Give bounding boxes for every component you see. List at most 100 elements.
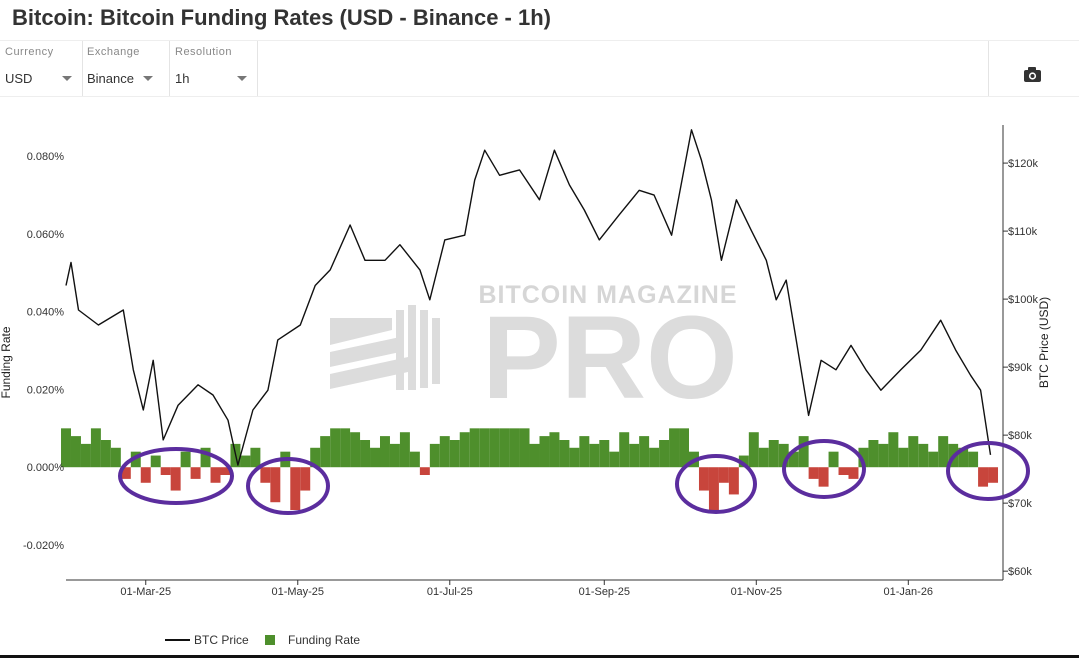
- funding-bar: [589, 443, 600, 468]
- highlight-circle: [675, 454, 757, 514]
- funding-bar: [389, 443, 400, 468]
- funding-bar: [609, 451, 620, 468]
- funding-bar: [270, 467, 281, 503]
- funding-bar: [539, 436, 550, 468]
- funding-bar: [848, 467, 859, 479]
- funding-bar: [509, 428, 520, 468]
- control-value: 1h: [175, 71, 190, 86]
- funding-bar: [240, 455, 251, 468]
- resolution-select[interactable]: Resolution 1h: [170, 41, 258, 96]
- funding-bar: [409, 451, 420, 468]
- control-label: Currency: [5, 46, 54, 58]
- funding-bar: [90, 428, 101, 468]
- funding-bar: [988, 467, 999, 483]
- y2-tick-label: $120k: [1008, 158, 1038, 170]
- y2-tick-label: $100k: [1008, 294, 1038, 306]
- funding-bar: [908, 436, 919, 468]
- funding-bar: [758, 447, 769, 468]
- funding-bar: [838, 467, 849, 475]
- x-tick-label: 01-Nov-25: [731, 586, 782, 598]
- y2-tick-label: $70k: [1008, 498, 1032, 510]
- funding-bar: [469, 428, 480, 468]
- y-tick-label: 0.080%: [27, 151, 65, 163]
- funding-bar: [429, 443, 440, 468]
- funding-bar: [669, 428, 680, 468]
- funding-bar: [968, 451, 979, 468]
- funding-bar: [250, 447, 261, 468]
- funding-bar: [828, 451, 839, 468]
- control-value: Binance: [87, 71, 134, 86]
- highlight-circle: [118, 447, 234, 505]
- funding-bar: [260, 467, 271, 483]
- x-tick-label: 01-Sep-25: [579, 586, 630, 598]
- funding-bar: [290, 467, 301, 510]
- funding-bar: [340, 428, 351, 468]
- funding-bar: [639, 436, 650, 468]
- funding-bar: [61, 428, 71, 468]
- watermark: BITCOIN MAGAZINE PRO: [330, 281, 738, 424]
- funding-bar: [310, 447, 321, 468]
- funding-bar: [798, 436, 809, 468]
- axes: -0.020% 0.000% 0.020% 0.040% 0.060% 0.080% $60…: [0, 125, 1051, 598]
- funding-bar: [110, 447, 121, 468]
- funding-bar: [449, 440, 460, 468]
- funding-bar: [519, 428, 530, 468]
- funding-bar: [170, 467, 181, 491]
- x-tick-label: 01-Jul-25: [427, 586, 473, 598]
- funding-bar: [120, 467, 131, 479]
- chart: BITCOIN MAGAZINE PRO -0.020% 0.000% 0.020%…: [0, 125, 1051, 647]
- funding-bar: [619, 432, 630, 468]
- funding-bar: [489, 428, 500, 468]
- funding-bar: [579, 436, 590, 468]
- funding-bar: [858, 447, 869, 468]
- x-tick-label: 01-Jan-26: [884, 586, 934, 598]
- funding-bar: [788, 451, 799, 468]
- funding-bar: [330, 428, 341, 468]
- funding-bar: [938, 436, 949, 468]
- funding-bar: [80, 443, 91, 468]
- funding-bar: [708, 467, 719, 510]
- legend-label: Funding Rate: [288, 633, 360, 647]
- y-tick-label: 0.000%: [27, 462, 65, 474]
- currency-select[interactable]: Currency USD: [0, 41, 83, 96]
- y2-tick-label: $80k: [1008, 430, 1032, 442]
- y2-tick-label: $60k: [1008, 566, 1032, 578]
- y-tick-label: 0.020%: [27, 384, 65, 396]
- y2-axis-title: BTC Price (USD): [1037, 297, 1051, 388]
- funding-bar: [679, 428, 690, 468]
- funding-bar: [559, 440, 570, 468]
- price-line: [65, 129, 992, 466]
- funding-bar: [808, 467, 819, 479]
- funding-bar: [958, 447, 969, 468]
- legend: BTC Price Funding Rate: [165, 633, 360, 647]
- funding-bar: [180, 451, 191, 468]
- y-axis-title: Funding Rate: [0, 326, 13, 398]
- funding-bar: [190, 467, 201, 479]
- funding-bar: [698, 467, 709, 491]
- funding-bar: [370, 447, 380, 468]
- screenshot-button[interactable]: [988, 41, 1079, 96]
- funding-bar: [868, 440, 879, 468]
- exchange-select[interactable]: Exchange Binance: [82, 41, 170, 96]
- y-tick-label: -0.020%: [23, 540, 64, 552]
- x-tick-label: 01-May-25: [271, 586, 324, 598]
- funding-bar: [300, 467, 311, 491]
- y2-tick-label: $90k: [1008, 362, 1032, 374]
- dropdown-caret: [237, 76, 247, 81]
- funding-bar: [150, 455, 161, 468]
- funding-bar: [399, 432, 410, 468]
- funding-bar: [649, 447, 660, 468]
- funding-bar: [728, 467, 739, 495]
- control-label: Resolution: [175, 46, 232, 58]
- funding-bar: [459, 432, 470, 468]
- y-tick-label: 0.040%: [27, 307, 65, 319]
- funding-bar: [599, 440, 610, 468]
- control-value: USD: [5, 71, 33, 86]
- legend-label: BTC Price: [194, 633, 249, 647]
- x-tick-label: 01-Mar-25: [120, 586, 171, 598]
- funding-bar: [210, 467, 221, 483]
- bottom-edge: [0, 655, 1079, 658]
- y2-tick-label: $110k: [1008, 226, 1038, 238]
- highlight-circle: [946, 441, 1030, 501]
- funding-bar: [439, 436, 450, 468]
